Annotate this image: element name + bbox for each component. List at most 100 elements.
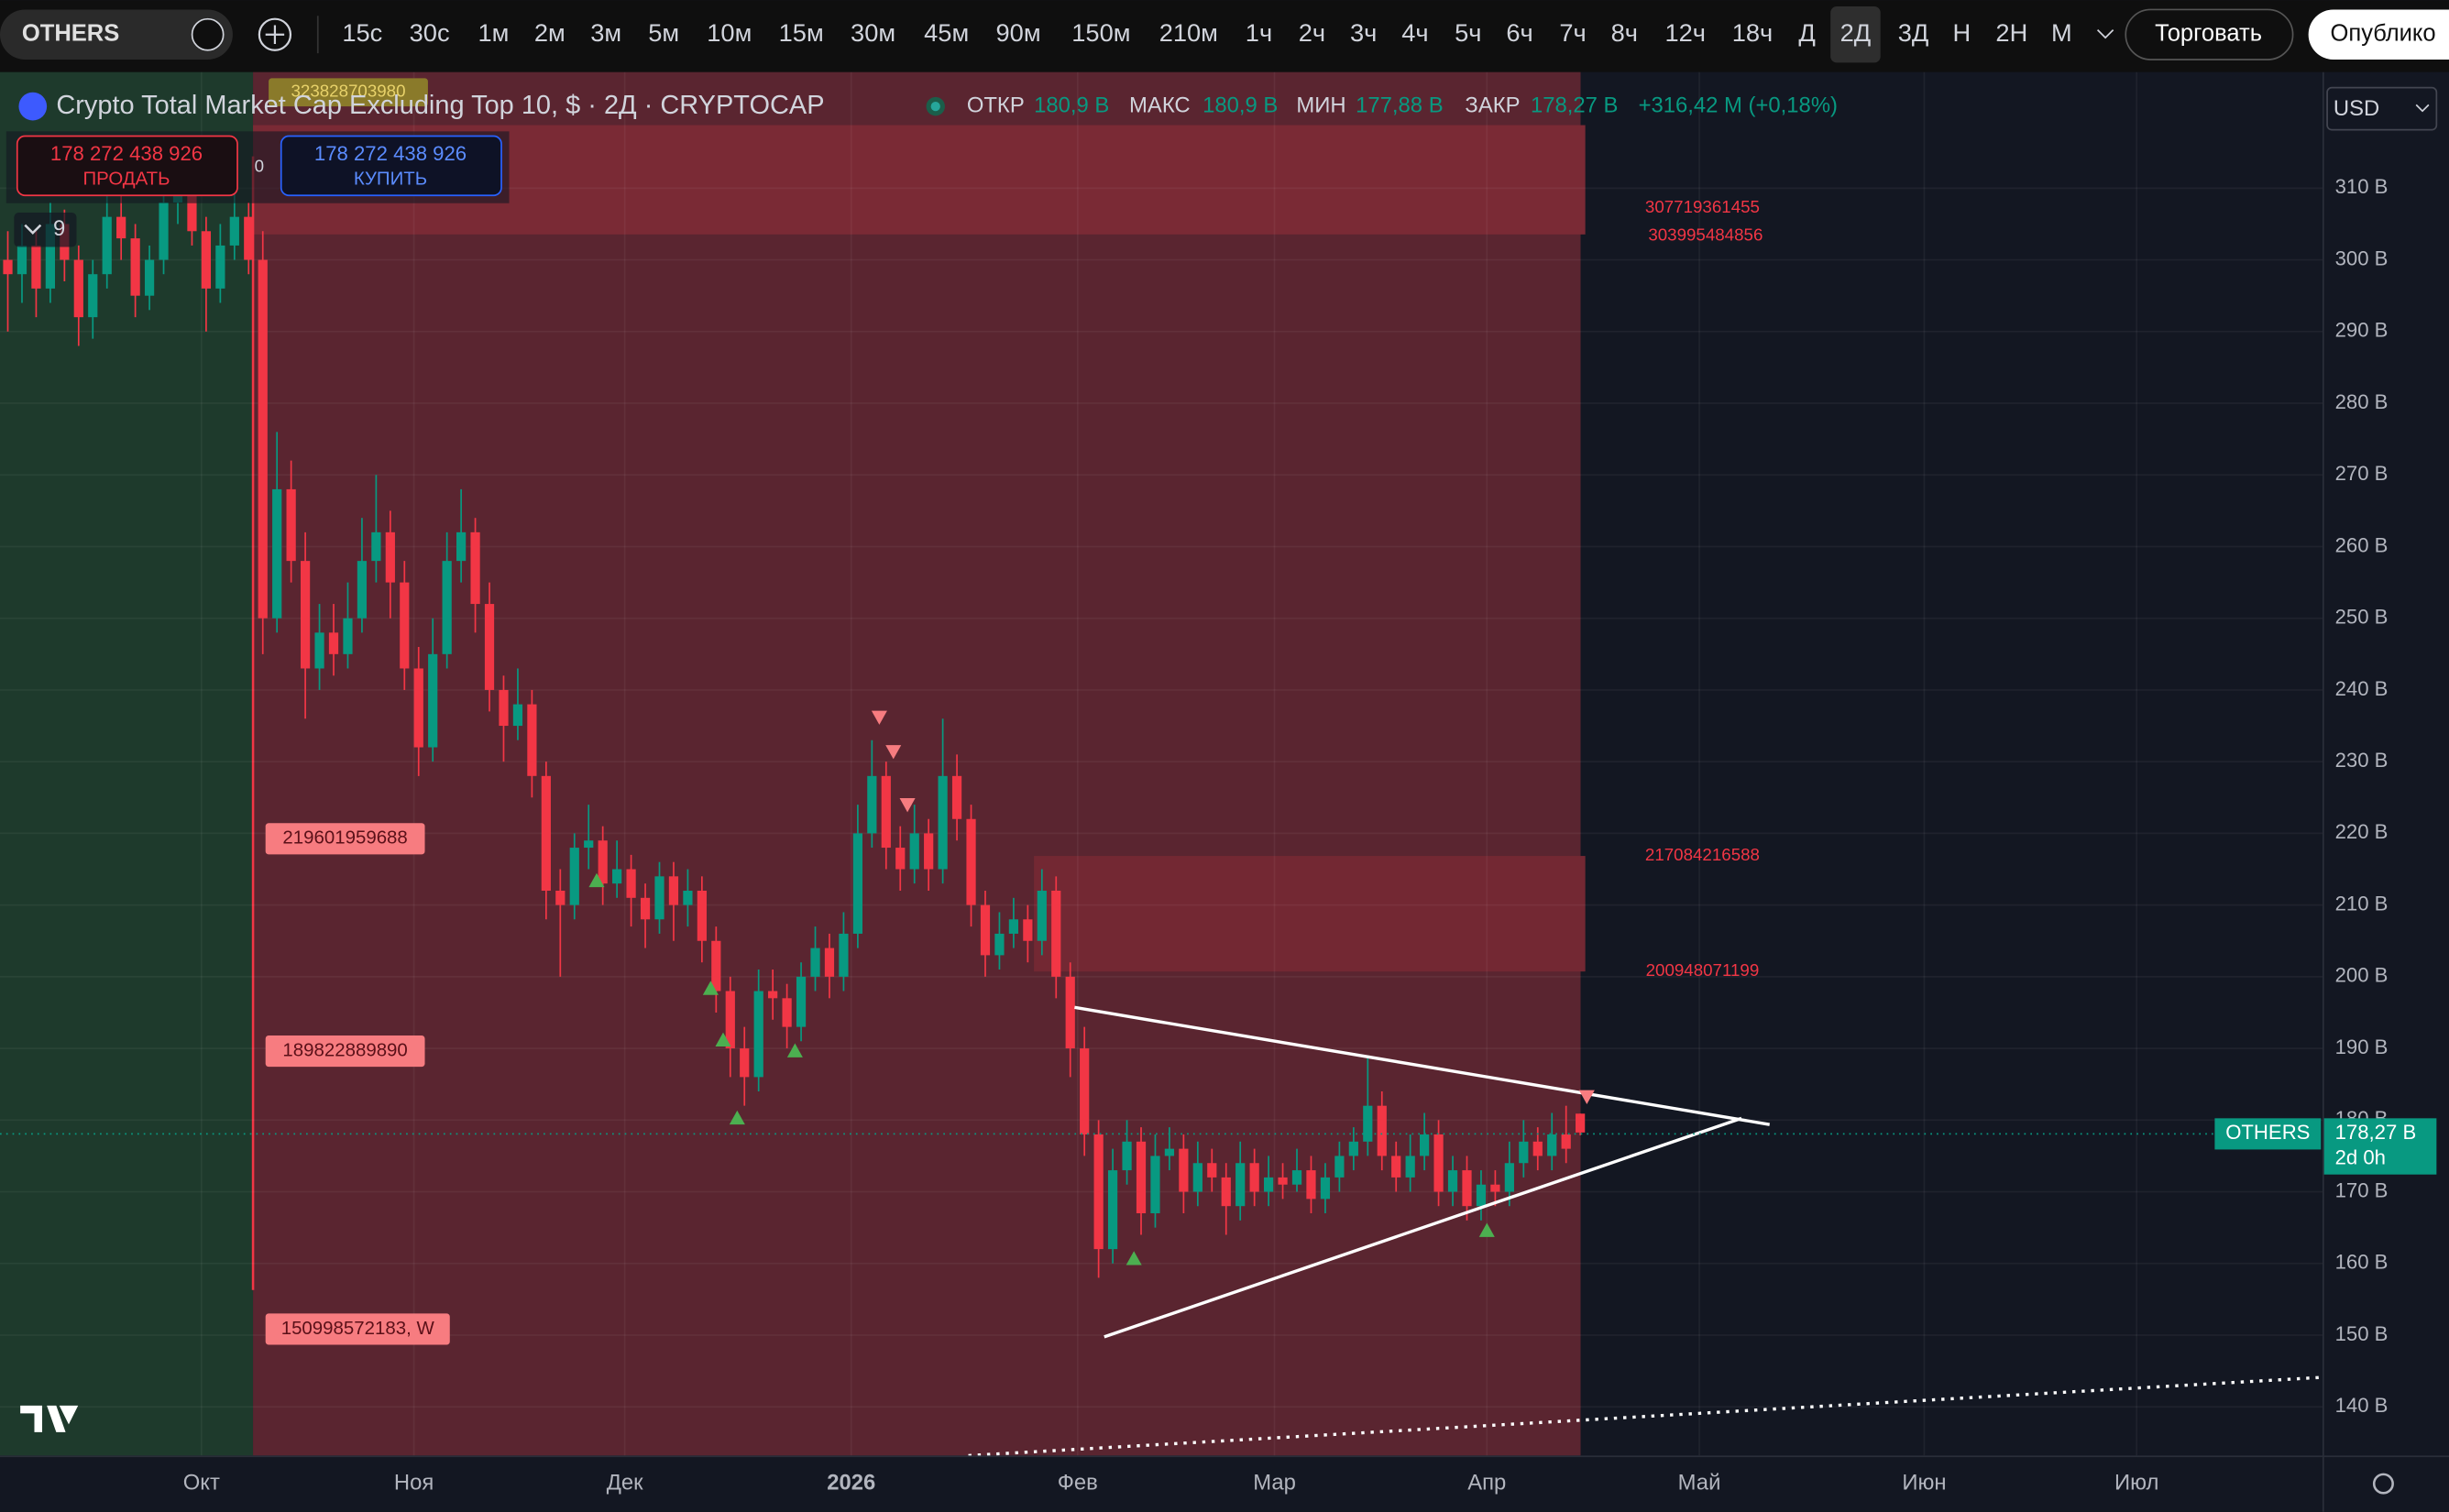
x-tick-label: Май: [1678, 1470, 1721, 1495]
candle-body: [1023, 919, 1033, 941]
y-tick-label: 250 B: [2335, 606, 2389, 629]
level-label: 217084216588: [1645, 845, 1760, 864]
timeframe[interactable]: 12ч: [1664, 18, 1706, 47]
toolbar: OTHERS 15с 30с 1м 2м 3м 5м 10м 15м 30м 45м 90м 150м…: [0, 0, 2449, 72]
timeframe[interactable]: Н: [1952, 18, 1971, 47]
y-tick-label: 170 B: [2335, 1178, 2389, 1201]
candle-body: [1462, 1170, 1472, 1207]
y-tick-label: 150 B: [2335, 1322, 2389, 1345]
candle-body: [852, 833, 862, 934]
timeframe[interactable]: 2Д: [1840, 18, 1872, 47]
buy-button[interactable]: [280, 135, 502, 197]
candle-body: [385, 531, 395, 583]
trade-button[interactable]: [2125, 8, 2294, 60]
timeframe[interactable]: 7ч: [1559, 18, 1586, 47]
timeframe[interactable]: 30с: [410, 18, 450, 47]
candle-body: [73, 259, 83, 318]
timeframe[interactable]: 2ч: [1299, 18, 1325, 47]
candle-body: [796, 976, 807, 1027]
timeframe[interactable]: 45м: [924, 18, 969, 47]
candle-body: [810, 948, 820, 977]
timeframe[interactable]: 2м: [534, 18, 566, 47]
candle-body: [725, 991, 735, 1049]
timeframe[interactable]: 3ч: [1350, 18, 1377, 47]
timeframe[interactable]: Д: [1798, 18, 1815, 47]
drawings: [0, 710, 2323, 1458]
candle-body: [357, 561, 368, 619]
timeframe[interactable]: 5ч: [1455, 18, 1481, 47]
candle-body: [1051, 890, 1061, 977]
candle-body: [612, 869, 622, 884]
change-value: +316,42 M (+0,18%): [1639, 93, 1838, 117]
marker: [786, 1043, 803, 1057]
timeframe[interactable]: 10м: [707, 18, 752, 47]
settings-icon[interactable]: [2372, 1473, 2394, 1495]
timeframe[interactable]: 1м: [478, 18, 510, 47]
candle-body: [768, 991, 778, 999]
timeframe[interactable]: 18ч: [1732, 18, 1774, 47]
publish-button[interactable]: [2308, 9, 2449, 60]
candle-body: [144, 259, 155, 296]
compare-icon[interactable]: [191, 17, 225, 51]
timeframe[interactable]: 8ч: [1611, 18, 1638, 47]
high-value: 180,9 B: [1203, 93, 1278, 117]
currency-select[interactable]: [2326, 86, 2438, 131]
candle-body: [626, 869, 636, 898]
candle-body: [683, 890, 693, 905]
candle-body: [371, 531, 381, 562]
level-label: 323828703980: [291, 82, 405, 101]
candle-body: [1405, 1156, 1415, 1178]
timeframe[interactable]: 210м: [1159, 18, 1218, 47]
logo: [20, 1405, 79, 1432]
marker: [702, 981, 719, 995]
tv-logo: [20, 1405, 79, 1432]
candle-body: [1519, 1141, 1529, 1164]
candle-body: [980, 904, 991, 956]
timeframe[interactable]: 15с: [342, 18, 382, 47]
candle-body: [244, 216, 254, 260]
candle-body: [413, 668, 423, 748]
timeframe[interactable]: 4ч: [1401, 18, 1428, 47]
level-label: 307719361455: [1645, 197, 1760, 216]
timeframe[interactable]: 5м: [648, 18, 679, 47]
marker: [899, 798, 916, 813]
sell-button[interactable]: [16, 135, 238, 197]
add-icon[interactable]: [258, 17, 292, 51]
timeframe[interactable]: М: [2051, 18, 2072, 47]
candle-body: [201, 231, 212, 289]
close-label: ЗАКР: [1465, 93, 1520, 117]
timeframe[interactable]: 3м: [590, 18, 621, 47]
low-value: 177,88 B: [1356, 93, 1443, 117]
timeframe[interactable]: 3Д: [1898, 18, 1929, 47]
timeframe[interactable]: 15м: [779, 18, 824, 47]
timeframe[interactable]: 150м: [1071, 18, 1130, 47]
symbol-search[interactable]: [0, 9, 233, 60]
timeframe[interactable]: 2Н: [1995, 18, 2027, 47]
candle-body: [1235, 1163, 1246, 1207]
candle-body: [867, 775, 877, 834]
candle-body: [16, 245, 27, 275]
legend: Crypto Total Market Cap Excluding Top 10…: [18, 91, 1838, 121]
candle-body: [1490, 1184, 1500, 1192]
marker: [885, 745, 902, 760]
timeframe[interactable]: 1ч: [1246, 18, 1272, 47]
candle-body: [555, 890, 566, 905]
candle-body: [782, 998, 792, 1027]
more-chevron[interactable]: [2096, 28, 2114, 39]
triangle-lower: [1104, 1116, 1742, 1339]
level-label: 200948071199: [1646, 960, 1760, 980]
candle-body: [881, 775, 891, 849]
timeframe[interactable]: 30м: [851, 18, 895, 47]
candle-body: [1164, 1148, 1175, 1156]
candle-body: [442, 561, 452, 654]
candle-body: [1433, 1134, 1444, 1192]
marker: [1578, 1090, 1595, 1105]
candle-body: [598, 840, 608, 884]
timeframe[interactable]: 90м: [996, 18, 1041, 47]
marker: [715, 1032, 731, 1046]
x-tick-label: Ноя: [394, 1470, 434, 1495]
indicators-toggle[interactable]: [14, 212, 77, 247]
timeframe[interactable]: 6ч: [1506, 18, 1532, 47]
low-label: МИН: [1296, 93, 1345, 117]
candle-body: [1306, 1170, 1316, 1200]
